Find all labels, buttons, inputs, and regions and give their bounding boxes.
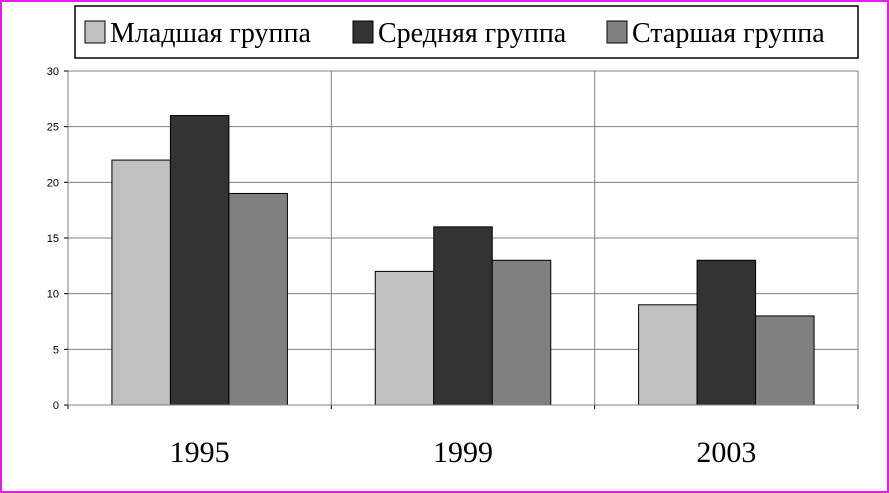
y-tick-label-0: 0 <box>53 400 59 412</box>
x-tick-labels: 1995 1999 2003 <box>170 436 757 469</box>
legend-swatch-series-2 <box>606 20 628 44</box>
bar-2003-series-0 <box>638 304 698 406</box>
bar-1995-series-0 <box>111 159 171 406</box>
y-tick-label-2: 10 <box>47 289 59 301</box>
y-tick-label-4: 20 <box>47 177 59 189</box>
y-tick-label-1: 5 <box>53 344 59 356</box>
bar-1995-series-2 <box>228 192 288 406</box>
legend-label-series-1: Средняя группа <box>378 18 567 49</box>
legend: Младшая группа Средняя группа Старшая гр… <box>74 5 859 59</box>
y-tick-label-6: 30 <box>47 66 59 78</box>
y-tick-labels: 0 5 10 15 20 25 30 <box>47 66 68 412</box>
x-category-label-1: 1999 <box>433 436 493 469</box>
bar-1999-series-0 <box>374 270 435 406</box>
bar-1999-series-1 <box>433 226 493 406</box>
bar-2003-series-1 <box>696 259 757 406</box>
bar-1995-series-1 <box>169 115 230 406</box>
bar-2003-series-2 <box>755 315 815 406</box>
legend-label-series-0: Младшая группа <box>110 18 311 49</box>
x-category-label-2: 2003 <box>696 436 756 469</box>
y-tick-label-5: 25 <box>47 122 59 134</box>
legend-swatch-series-0 <box>84 20 106 44</box>
vertical-grid-lines <box>67 71 859 409</box>
legend-label-series-2: Старшая группа <box>632 18 825 49</box>
bars-group <box>111 115 815 406</box>
legend-box <box>74 5 859 59</box>
bar-1999-series-2 <box>491 259 552 406</box>
x-category-label-0: 1995 <box>170 436 230 469</box>
y-tick-label-3: 15 <box>47 233 59 245</box>
legend-swatch-series-1 <box>352 20 374 44</box>
